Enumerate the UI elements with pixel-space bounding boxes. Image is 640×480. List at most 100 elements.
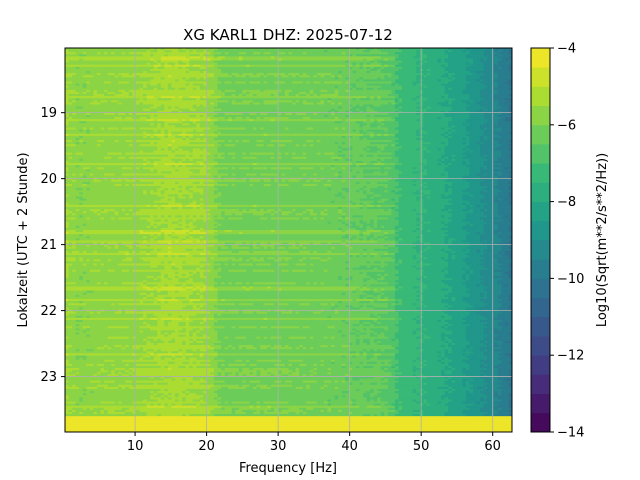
heatmap-cell (96, 66, 101, 70)
heatmap-cell (295, 77, 300, 80)
heatmap-cell (214, 71, 219, 74)
heatmap-cell (462, 79, 467, 82)
heatmap-cell (214, 60, 219, 64)
heatmap-cell (93, 81, 98, 85)
heatmap-cell (370, 64, 375, 68)
heatmap-cell (260, 75, 265, 78)
heatmap-cell (387, 81, 392, 85)
heatmap-cell (487, 68, 492, 72)
heatmap-cell (242, 58, 247, 62)
heatmap-cell (437, 71, 442, 74)
heatmap-cell (72, 50, 77, 53)
heatmap-cell (306, 77, 311, 80)
heatmap-cell (494, 60, 499, 64)
heatmap-cell (104, 52, 109, 55)
heatmap-cell (146, 71, 151, 74)
heatmap-cell (355, 71, 360, 74)
heatmap-cell (497, 66, 502, 70)
heatmap-cell (430, 75, 435, 78)
heatmap-cell (433, 56, 438, 59)
heatmap-cell (79, 83, 84, 87)
heatmap-cell (384, 73, 389, 76)
heatmap-cell (299, 66, 304, 70)
heatmap-cell (125, 71, 130, 74)
heatmap-cell (387, 56, 392, 59)
heatmap-cell (121, 48, 126, 51)
heatmap-cell (295, 50, 300, 53)
heatmap-cell (373, 56, 378, 59)
heatmap-cell (111, 52, 116, 55)
heatmap-cell (355, 68, 360, 72)
heatmap-cell (100, 68, 105, 72)
heatmap-cell (256, 68, 261, 72)
heatmap-cell (437, 77, 442, 80)
heatmap-cell (242, 56, 247, 59)
heatmap-cell (455, 54, 460, 57)
heatmap-cell (196, 66, 201, 70)
heatmap-cell (380, 75, 385, 78)
heatmap-cell (245, 60, 250, 64)
heatmap-cell (221, 56, 226, 59)
heatmap-cell (150, 79, 155, 82)
heatmap-cell (363, 66, 368, 70)
heatmap-cell (338, 75, 343, 78)
heatmap-cell (167, 66, 172, 70)
heatmap-cell (384, 58, 389, 62)
heatmap-cell (348, 68, 353, 72)
heatmap-cell (412, 48, 417, 51)
heatmap-cell (455, 75, 460, 78)
heatmap-cell (334, 68, 339, 72)
heatmap-cell (235, 60, 240, 64)
heatmap-cell (430, 64, 435, 68)
heatmap-cell (203, 73, 208, 76)
heatmap-cell (135, 75, 140, 78)
heatmap-cell (199, 66, 204, 70)
heatmap-cell (164, 64, 169, 68)
heatmap-cell (96, 48, 101, 51)
heatmap-cell (487, 79, 492, 82)
heatmap-cell (153, 58, 158, 62)
heatmap-cell (210, 62, 215, 66)
heatmap-cell (320, 79, 325, 82)
heatmap-cell (409, 71, 414, 74)
heatmap-cell (462, 50, 467, 53)
heatmap-cell (93, 64, 98, 68)
heatmap-cell (125, 52, 130, 55)
heatmap-cell (143, 60, 148, 64)
heatmap-cell (68, 83, 73, 87)
heatmap-cell (111, 68, 116, 72)
heatmap-cell (199, 77, 204, 80)
heatmap-cell (483, 71, 488, 74)
heatmap-cell (448, 71, 453, 74)
heatmap-cell (384, 77, 389, 80)
heatmap-cell (476, 66, 481, 70)
heatmap-cell (501, 50, 506, 53)
heatmap-cell (150, 77, 155, 80)
heatmap-cell (345, 52, 350, 55)
heatmap-cell (153, 62, 158, 66)
heatmap-cell (118, 66, 123, 70)
heatmap-cell (363, 52, 368, 55)
heatmap-cell (430, 50, 435, 53)
heatmap-cell (114, 60, 119, 64)
heatmap-cell (345, 73, 350, 76)
heatmap-cell (104, 81, 109, 85)
heatmap-cell (455, 50, 460, 53)
heatmap-cell (143, 64, 148, 68)
heatmap-cell (139, 66, 144, 70)
heatmap-cell (150, 73, 155, 76)
heatmap-cell (178, 83, 183, 87)
heatmap-cell (316, 73, 321, 76)
heatmap-cell (352, 71, 357, 74)
heatmap-cell (402, 73, 407, 76)
heatmap-cell (345, 81, 350, 85)
heatmap-cell (260, 58, 265, 62)
heatmap-cell (111, 62, 116, 66)
heatmap-cell (235, 71, 240, 74)
heatmap-cell (104, 71, 109, 74)
heatmap-cell (345, 64, 350, 68)
heatmap-cell (462, 48, 467, 51)
heatmap-cell (182, 60, 187, 64)
heatmap-cell (249, 68, 254, 72)
heatmap-cell (171, 58, 176, 62)
